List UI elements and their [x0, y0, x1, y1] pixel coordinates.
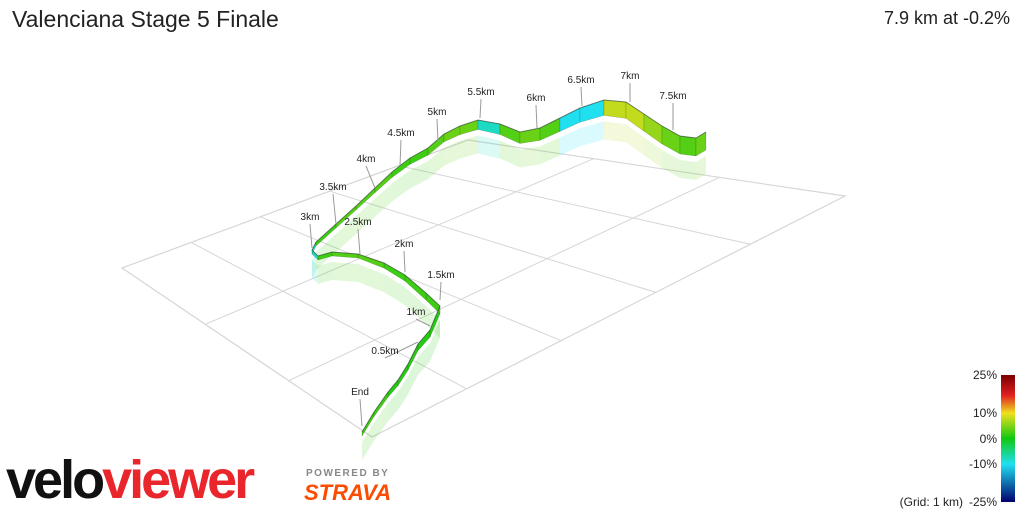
profile-shadow-segment [336, 216, 356, 252]
profile-segment [443, 125, 461, 143]
grid-line [190, 241, 467, 390]
veloviewer-logo[interactable]: veloviewer [6, 450, 255, 510]
powered-by-text: POWERED BY [306, 468, 390, 479]
profile-shadow-segment [428, 147, 444, 180]
logo-velo-text: velo [6, 450, 105, 510]
distance-marker-line [415, 318, 431, 327]
profile-segment [695, 131, 707, 157]
distance-label: 5.5km [467, 87, 494, 98]
distance-label: 3.5km [319, 182, 346, 193]
distance-label: 4.5km [387, 128, 414, 139]
distance-marker-line [332, 193, 337, 225]
grid-line [329, 190, 656, 293]
profile-shadow-segment [312, 252, 316, 278]
distance-label: 3km [301, 212, 320, 223]
profile-segment [579, 99, 605, 123]
distance-gradient-readout: 7.9 km at -0.2% [883, 8, 1010, 28]
distance-label: 1km [407, 307, 426, 318]
profile-shadow [312, 121, 706, 461]
distance-label: 7km [621, 71, 640, 82]
profile-shadow-segment [318, 262, 332, 284]
distance-label: 7.5km [659, 91, 686, 102]
profile-shadow-segment [520, 146, 540, 168]
profile-shadow-segment [405, 287, 426, 325]
profile-shadow-segment [356, 198, 375, 234]
profile-shadow-segment [500, 140, 520, 168]
ground-grid [120, 139, 847, 438]
distance-labels: End 0.5km 1km 1.5km 2km 2.5km 3km 3.5km 4km 4.5km… [301, 71, 687, 427]
grid-line [288, 176, 720, 382]
profile-shadow-segment [362, 422, 374, 461]
profile-shadow-segment [410, 161, 428, 189]
distance-label: 2km [395, 239, 414, 250]
profile-shadow-segment [384, 274, 405, 306]
distance-marker-line [399, 139, 402, 167]
profile-segment [679, 135, 697, 157]
profile-segment [603, 99, 627, 119]
distance-marker-line [309, 223, 313, 249]
grid-line [205, 158, 594, 325]
profile-shadow-segment [696, 156, 706, 180]
distance-marker-line [439, 281, 442, 301]
profile-shadow-segment [560, 128, 580, 156]
gradient-legend [1001, 375, 1015, 502]
distance-label: 2.5km [344, 217, 371, 228]
profile-shadow-segment [540, 137, 560, 165]
profile-shadow-segment [358, 264, 384, 293]
profile-shadow-segment [604, 121, 626, 143]
grid-line [398, 165, 751, 245]
profile-segment [499, 123, 521, 144]
profile-segment [661, 125, 681, 155]
profile-segment [539, 117, 561, 141]
distance-marker-line [535, 104, 538, 129]
profile-shadow-segment [316, 234, 336, 270]
distance-marker-line [580, 86, 583, 107]
distance-label: End [351, 387, 369, 398]
profile-shadow-segment [644, 137, 662, 168]
profile-shadow-segment [460, 135, 478, 159]
profile-shadow-segment [388, 391, 398, 422]
profile-shadow-segment [444, 140, 460, 166]
profile-shadow-segment [398, 376, 408, 410]
profile-shadow-segment [312, 260, 318, 284]
distance-marker-line [365, 165, 376, 189]
distance-marker-line [357, 228, 361, 255]
distance-label: 0.5km [371, 346, 398, 357]
distance-marker-line [384, 341, 419, 359]
profile-shadow-segment [662, 150, 680, 178]
distance-label: 4km [357, 154, 376, 165]
distance-marker-line [403, 250, 406, 273]
grid-line [260, 216, 562, 342]
profile-shadow-segment [680, 160, 696, 180]
profile-shadow-segment [430, 319, 440, 362]
distance-label: 1.5km [427, 270, 454, 281]
distance-label: 5km [428, 107, 447, 118]
page-title: Valenciana Stage 5 Finale [12, 6, 279, 32]
distance-label: 6.5km [567, 75, 594, 86]
profile-shadow-segment [374, 403, 388, 441]
profile-shadow-segment [626, 124, 644, 156]
legend-colorbar [1001, 375, 1015, 502]
profile-segment [459, 119, 479, 135]
distance-label: 6km [527, 93, 546, 104]
distance-marker-line [359, 398, 363, 427]
profile-shadow-segment [332, 262, 358, 282]
profile-segment [559, 107, 581, 132]
profile-ribbon [311, 99, 707, 437]
logo-viewer-text: viewer [102, 450, 255, 510]
profile-shadow-segment [392, 170, 410, 202]
profile-shadow-segment [478, 135, 500, 159]
profile-shadow-segment [408, 356, 418, 395]
profile-shadow-segment [580, 121, 604, 147]
distance-marker-line [479, 98, 482, 119]
strava-logo[interactable]: STRAVA [304, 480, 392, 505]
distance-marker-line [436, 118, 439, 143]
profile-shadow-segment [375, 183, 392, 217]
profile-shadow-segment [418, 343, 430, 375]
